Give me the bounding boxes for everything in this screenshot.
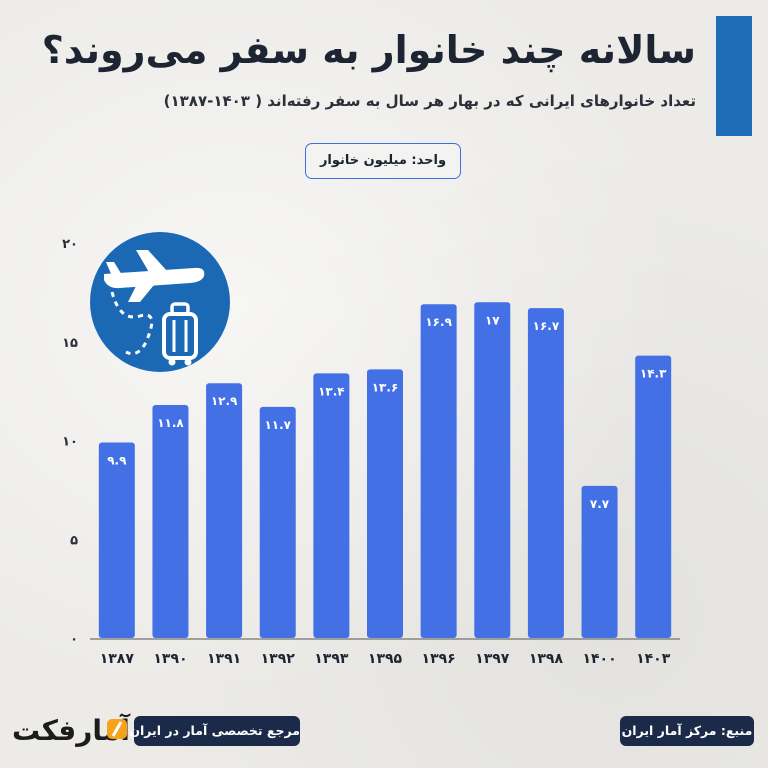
bar — [420, 304, 457, 638]
y-axis: ۰ ۵ ۱۰ ۱۵ ۲۰ — [62, 237, 78, 647]
bar-value-label: ۱۱.۷ — [264, 418, 291, 432]
bar-value-label: ۱۴.۳ — [640, 367, 667, 381]
bar — [527, 308, 564, 638]
logo-mark-icon — [107, 719, 127, 739]
bar-value-label: ۱۶.۷ — [533, 319, 560, 333]
bar — [367, 369, 403, 638]
bar — [313, 373, 350, 638]
x-tick-label: ۱۳۹۸ — [529, 651, 564, 667]
x-tick-label: ۱۴۰۳ — [636, 651, 671, 667]
bar — [259, 406, 296, 638]
bar — [152, 404, 189, 638]
x-tick-label: ۱۳۹۱ — [207, 651, 241, 667]
x-tick-label: ۱۳۹۷ — [475, 651, 510, 667]
bar — [98, 442, 135, 638]
y-tick-label: ۵ — [70, 533, 78, 548]
y-tick-label: ۱۰ — [62, 435, 78, 450]
chart-title: سالانه چند خانوار به سفر می‌روند؟ — [41, 28, 696, 72]
bar-value-label: ۱۳.۴ — [318, 384, 345, 398]
reference-tagline: مرجع تخصصی آمار در ایران — [129, 716, 300, 746]
bar — [581, 485, 618, 638]
bar — [474, 302, 511, 638]
unit-label: واحد: میلیون خانوار — [305, 143, 461, 179]
brand-logo: آمارفکت — [12, 708, 130, 754]
x-tick-label: ۱۳۸۷ — [100, 651, 135, 667]
x-tick-label: ۱۳۹۵ — [368, 651, 403, 667]
bars: ۹.۹ ۱۱.۸ ۱۲.۹ ۱۱.۷ ۱۳.۴ ۱۳.۶ ۱۶.۹ ۱۷ ۱۶.۷ ۷.۷ ۱۴.۳ — [98, 302, 672, 638]
y-tick-label: ۰ — [70, 632, 78, 647]
bar-chart: ۰ ۵ ۱۰ ۱۵ ۲۰ ۹.۹ ۱۱.۸ ۱۲.۹ ۱۱.۷ ۱۳.۴ ۱۳.۶ ۱۶.۹ ۱۷ ۱۶… — [62, 232, 680, 667]
x-axis: ۱۳۸۷ ۱۳۹۰ ۱۳۹۱ ۱۳۹۲ ۱۳۹۳ ۱۳۹۵ ۱۳۹۶ ۱۳۹۷ ۱۳۹۸ ۱۴۰۰… — [100, 651, 671, 667]
x-tick-label: ۱۳۹۰ — [153, 651, 187, 667]
bar-value-label: ۱۷ — [485, 313, 500, 327]
bar — [206, 383, 243, 638]
chart-subtitle: تعداد خانوارهای ایرانی که در بهار هر سال… — [163, 92, 696, 110]
x-tick-label: ۱۳۹۲ — [261, 651, 296, 667]
source-label: منبع: مرکز آمار ایران — [620, 716, 754, 746]
accent-bar — [716, 16, 752, 136]
bar-value-label: ۷.۷ — [590, 497, 610, 511]
bar-value-label: ۱۳.۶ — [372, 380, 399, 394]
x-tick-label: ۱۳۹۶ — [422, 651, 456, 667]
bar-value-label: ۱۲.۹ — [211, 394, 238, 408]
plane-luggage-icon — [90, 232, 230, 372]
x-tick-label: ۱۳۹۳ — [314, 651, 349, 667]
bar-value-label: ۹.۹ — [107, 453, 127, 467]
y-tick-label: ۱۵ — [62, 336, 78, 351]
y-tick-label: ۲۰ — [62, 237, 78, 252]
x-tick-label: ۱۴۰۰ — [582, 651, 616, 667]
bar-value-label: ۱۶.۹ — [425, 315, 452, 329]
bar-value-label: ۱۱.۸ — [157, 416, 184, 430]
bar — [635, 355, 672, 638]
